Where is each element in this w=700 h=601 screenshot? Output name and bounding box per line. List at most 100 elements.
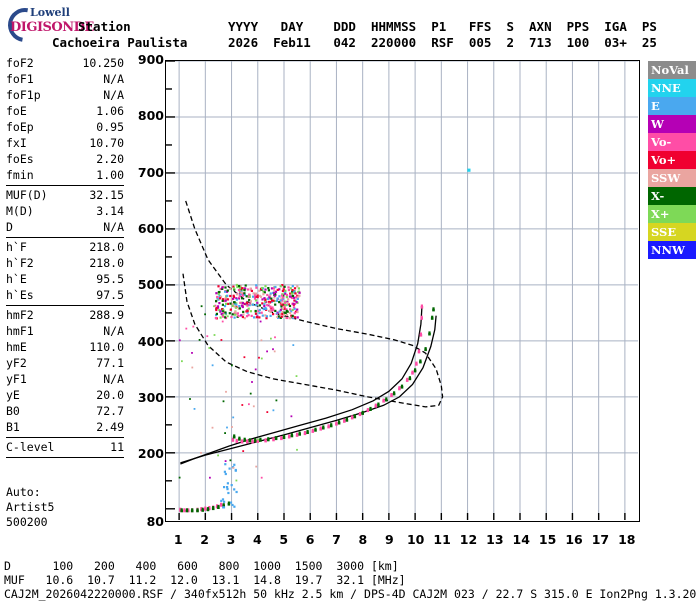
data-point [191,366,194,369]
data-point [272,313,275,316]
data-point [218,297,222,300]
data-point [241,301,244,305]
legend-item-noval[interactable]: NoVal [648,61,696,79]
data-point [201,507,204,510]
data-point [343,418,346,421]
data-point [248,302,251,305]
data-point [303,432,307,436]
data-point [206,507,210,510]
data-point [291,308,294,311]
data-point [268,309,271,312]
data-point [221,298,224,301]
data-point [393,391,396,394]
data-point [229,308,232,311]
data-point [258,294,261,297]
data-point [294,316,297,319]
data-point [230,298,233,301]
legend-item-e[interactable]: E [648,97,696,115]
data-point [231,437,234,440]
data-point [353,414,356,417]
param-key: yF2 [6,356,27,370]
param-key: h`F [6,240,27,254]
legend-item-vo-[interactable]: Vo+ [648,151,696,169]
data-point [235,302,238,305]
data-point [260,339,263,342]
header-column-row: YYYY DAY DDD HHMMSS P1 FFS S AXN PPS IGA… [228,19,657,34]
data-point [192,325,195,328]
legend-item-x-[interactable]: X+ [648,205,696,223]
data-point [219,295,223,298]
data-point [201,509,204,512]
data-point [279,316,282,319]
data-point [216,295,219,299]
param-value: 218.0 [89,240,124,254]
param-row: MUF(D) 32.15 [4,188,126,204]
data-point [217,504,220,508]
param-row: foF1 N/A [4,72,126,88]
legend-item-ssw[interactable]: SSW [648,169,696,187]
data-point [263,303,266,306]
data-point [415,363,418,366]
data-point [285,293,288,297]
data-point [235,479,238,482]
data-point [230,315,233,319]
footer-distance-row: D 100 200 400 600 800 1000 1500 3000 [km… [4,559,399,573]
param-value: 1.06 [96,104,124,118]
data-point [296,297,299,300]
data-point [398,387,401,391]
data-point [229,294,232,298]
data-point [241,288,244,291]
data-point [335,421,338,424]
data-point [276,297,279,300]
data-point [263,291,266,294]
data-point [223,500,226,503]
data-point [246,440,249,444]
data-point [311,428,314,431]
param-row: D N/A [4,220,126,236]
data-point [266,293,269,297]
y-axis-tick-label: 400 [137,333,164,349]
data-point [283,305,286,308]
data-point [277,316,280,319]
legend-item-nne[interactable]: NNE [648,79,696,97]
x-axis-tick-label: 16 [565,532,583,547]
data-point [254,438,257,441]
data-point [265,307,268,310]
data-point [238,436,241,439]
data-point [224,290,227,293]
legend-item-x-[interactable]: X- [648,187,696,205]
legend-item-sse[interactable]: SSE [648,223,696,241]
data-point [241,287,244,290]
data-point [239,293,242,296]
param-value: 32.15 [89,188,124,202]
data-point [238,286,241,289]
data-point [237,314,240,318]
param-divider [6,457,124,458]
data-point [232,294,235,297]
param-key: yE [6,388,20,402]
data-point [361,412,364,415]
data-point [432,308,435,312]
param-value: 97.5 [96,288,124,302]
data-point [255,304,258,307]
data-point [290,415,293,418]
data-point [267,438,270,442]
data-point [261,314,264,317]
legend-item-w[interactable]: W [648,115,696,133]
data-point [234,469,237,472]
legend-item-nnw[interactable]: NNW [648,241,696,259]
data-point [180,508,183,511]
data-point [411,370,414,373]
data-point [291,314,294,317]
data-point [335,423,338,426]
data-point [272,409,275,412]
data-point [219,504,223,507]
data-point [298,291,301,294]
data-point [239,285,242,288]
data-point [294,299,297,302]
y-axis-labels: 80 200 300 400 500 600 700 800 900 [128,52,164,532]
data-point [234,310,237,313]
data-point [273,296,276,299]
ionogram-plot[interactable] [165,60,640,522]
legend-item-vo-[interactable]: Vo- [648,133,696,151]
